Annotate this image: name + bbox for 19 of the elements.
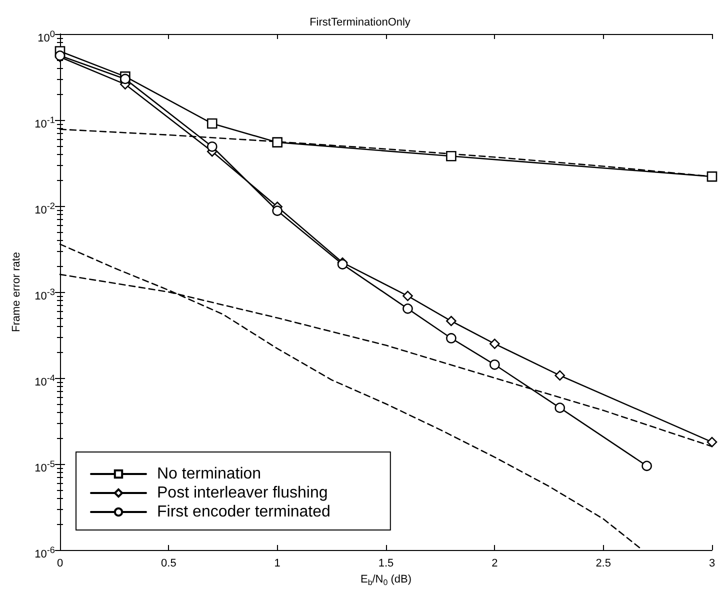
x-tick-label: 2.5 (596, 558, 611, 570)
y-tick-label: 10$^{-6}$ (34, 544, 55, 562)
legend-label: Post interleaver flushing (157, 484, 328, 502)
legend-label: No termination (157, 466, 262, 482)
y-tick-label: 10$^{0}$ (38, 28, 55, 46)
y-tick-label: 10$^{-1}$ (34, 114, 55, 132)
legend-label: First encoder terminated (157, 504, 330, 520)
chart-title: FirstTerminationOnly (310, 16, 411, 28)
y-tick-label: 10$^{-5}$ (34, 458, 55, 476)
x-tick-label: 3 (708, 558, 716, 570)
y-axis-title: Frame error rate (10, 252, 22, 332)
x-tick-label: 0.5 (161, 558, 176, 570)
x-tick-label: 1.5 (378, 558, 394, 570)
x-tick-label: 0 (56, 558, 64, 570)
x-tick-label: 2 (492, 558, 498, 570)
y-tick-label: 10$^{-2}$ (34, 200, 55, 218)
y-tick-label: 10$^{-3}$ (34, 286, 55, 304)
y-tick-label: 10$^{-4}$ (34, 372, 55, 390)
x-tick-label: 1 (274, 558, 280, 570)
